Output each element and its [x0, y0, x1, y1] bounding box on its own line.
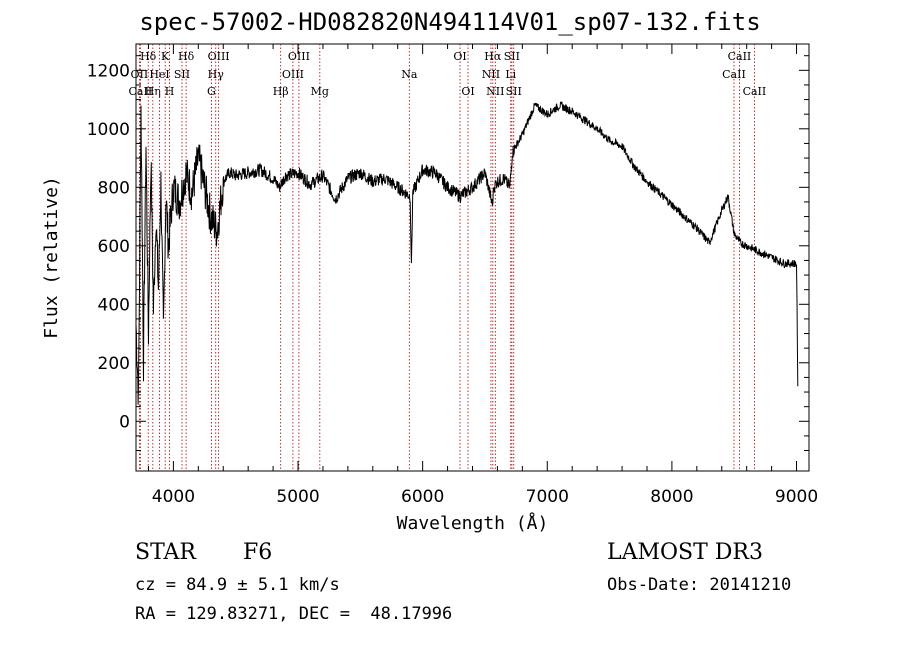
line-label: SII — [506, 85, 522, 98]
line-label: Hβ — [273, 85, 289, 98]
y-axis-label: Flux (relative) — [41, 176, 62, 339]
line-label: NII — [482, 68, 500, 81]
line-label: CaII — [129, 85, 153, 98]
line-label: OIII — [288, 50, 310, 63]
redshift-text: cz = 84.9 ± 5.1 km/s — [135, 575, 340, 595]
line-label: Hδ — [140, 50, 157, 63]
spectrum-line — [135, 101, 799, 405]
line-label: CaII — [743, 85, 767, 98]
object-subclass: F6 — [243, 540, 273, 565]
y-tick-label: 200 — [98, 354, 130, 374]
x-tick-label: 7000 — [526, 487, 569, 507]
x-tick-label: 6000 — [401, 487, 444, 507]
line-label: SII — [174, 68, 190, 81]
ra-dec: RA = 129.83271, DEC = 48.17996 — [135, 604, 453, 624]
line-label: CaII — [722, 68, 746, 81]
line-label: OIII — [282, 68, 304, 81]
plot-frame — [135, 43, 810, 472]
line-label: OIII — [208, 50, 230, 63]
x-tick-label: 5000 — [276, 487, 319, 507]
line-label: HeI — [149, 68, 169, 81]
line-label: H — [165, 85, 175, 98]
line-label: NII — [486, 85, 504, 98]
line-label: Li — [505, 68, 516, 81]
y-tick-label: 800 — [98, 178, 130, 198]
x-tick-label: 8000 — [650, 487, 693, 507]
line-label: K — [161, 50, 170, 63]
x-tick-label: 9000 — [775, 487, 818, 507]
line-label: Mg — [311, 85, 329, 98]
y-tick-label: 400 — [98, 295, 130, 315]
survey-name: LAMOST DR3 — [607, 540, 763, 565]
line-label: Hδ — [178, 50, 195, 63]
line-label: Hγ — [208, 68, 225, 81]
obs-date: Obs-Date: 20141210 — [607, 575, 792, 595]
chart-title: spec-57002-HD082820N494114V01_sp07-132.f… — [139, 8, 761, 36]
line-label: G — [207, 85, 216, 98]
y-tick-label: 1200 — [87, 61, 130, 81]
y-tick-label: 600 — [98, 237, 130, 257]
x-axis-label: Wavelength (Å) — [397, 512, 549, 534]
line-label: CaII — [728, 50, 752, 63]
line-label: SII — [504, 50, 520, 63]
line-label: Hα — [484, 50, 502, 63]
y-tick-label: 1000 — [87, 120, 130, 140]
x-tick-label: 4000 — [152, 487, 195, 507]
line-label: OI — [461, 85, 474, 98]
line-label: Hη — [145, 85, 161, 98]
line-label: Na — [401, 68, 418, 81]
line-label: OII — [131, 68, 149, 81]
object-class: STAR — [135, 540, 196, 565]
y-tick-label: 0 — [119, 412, 130, 432]
line-label: OI — [453, 50, 466, 63]
